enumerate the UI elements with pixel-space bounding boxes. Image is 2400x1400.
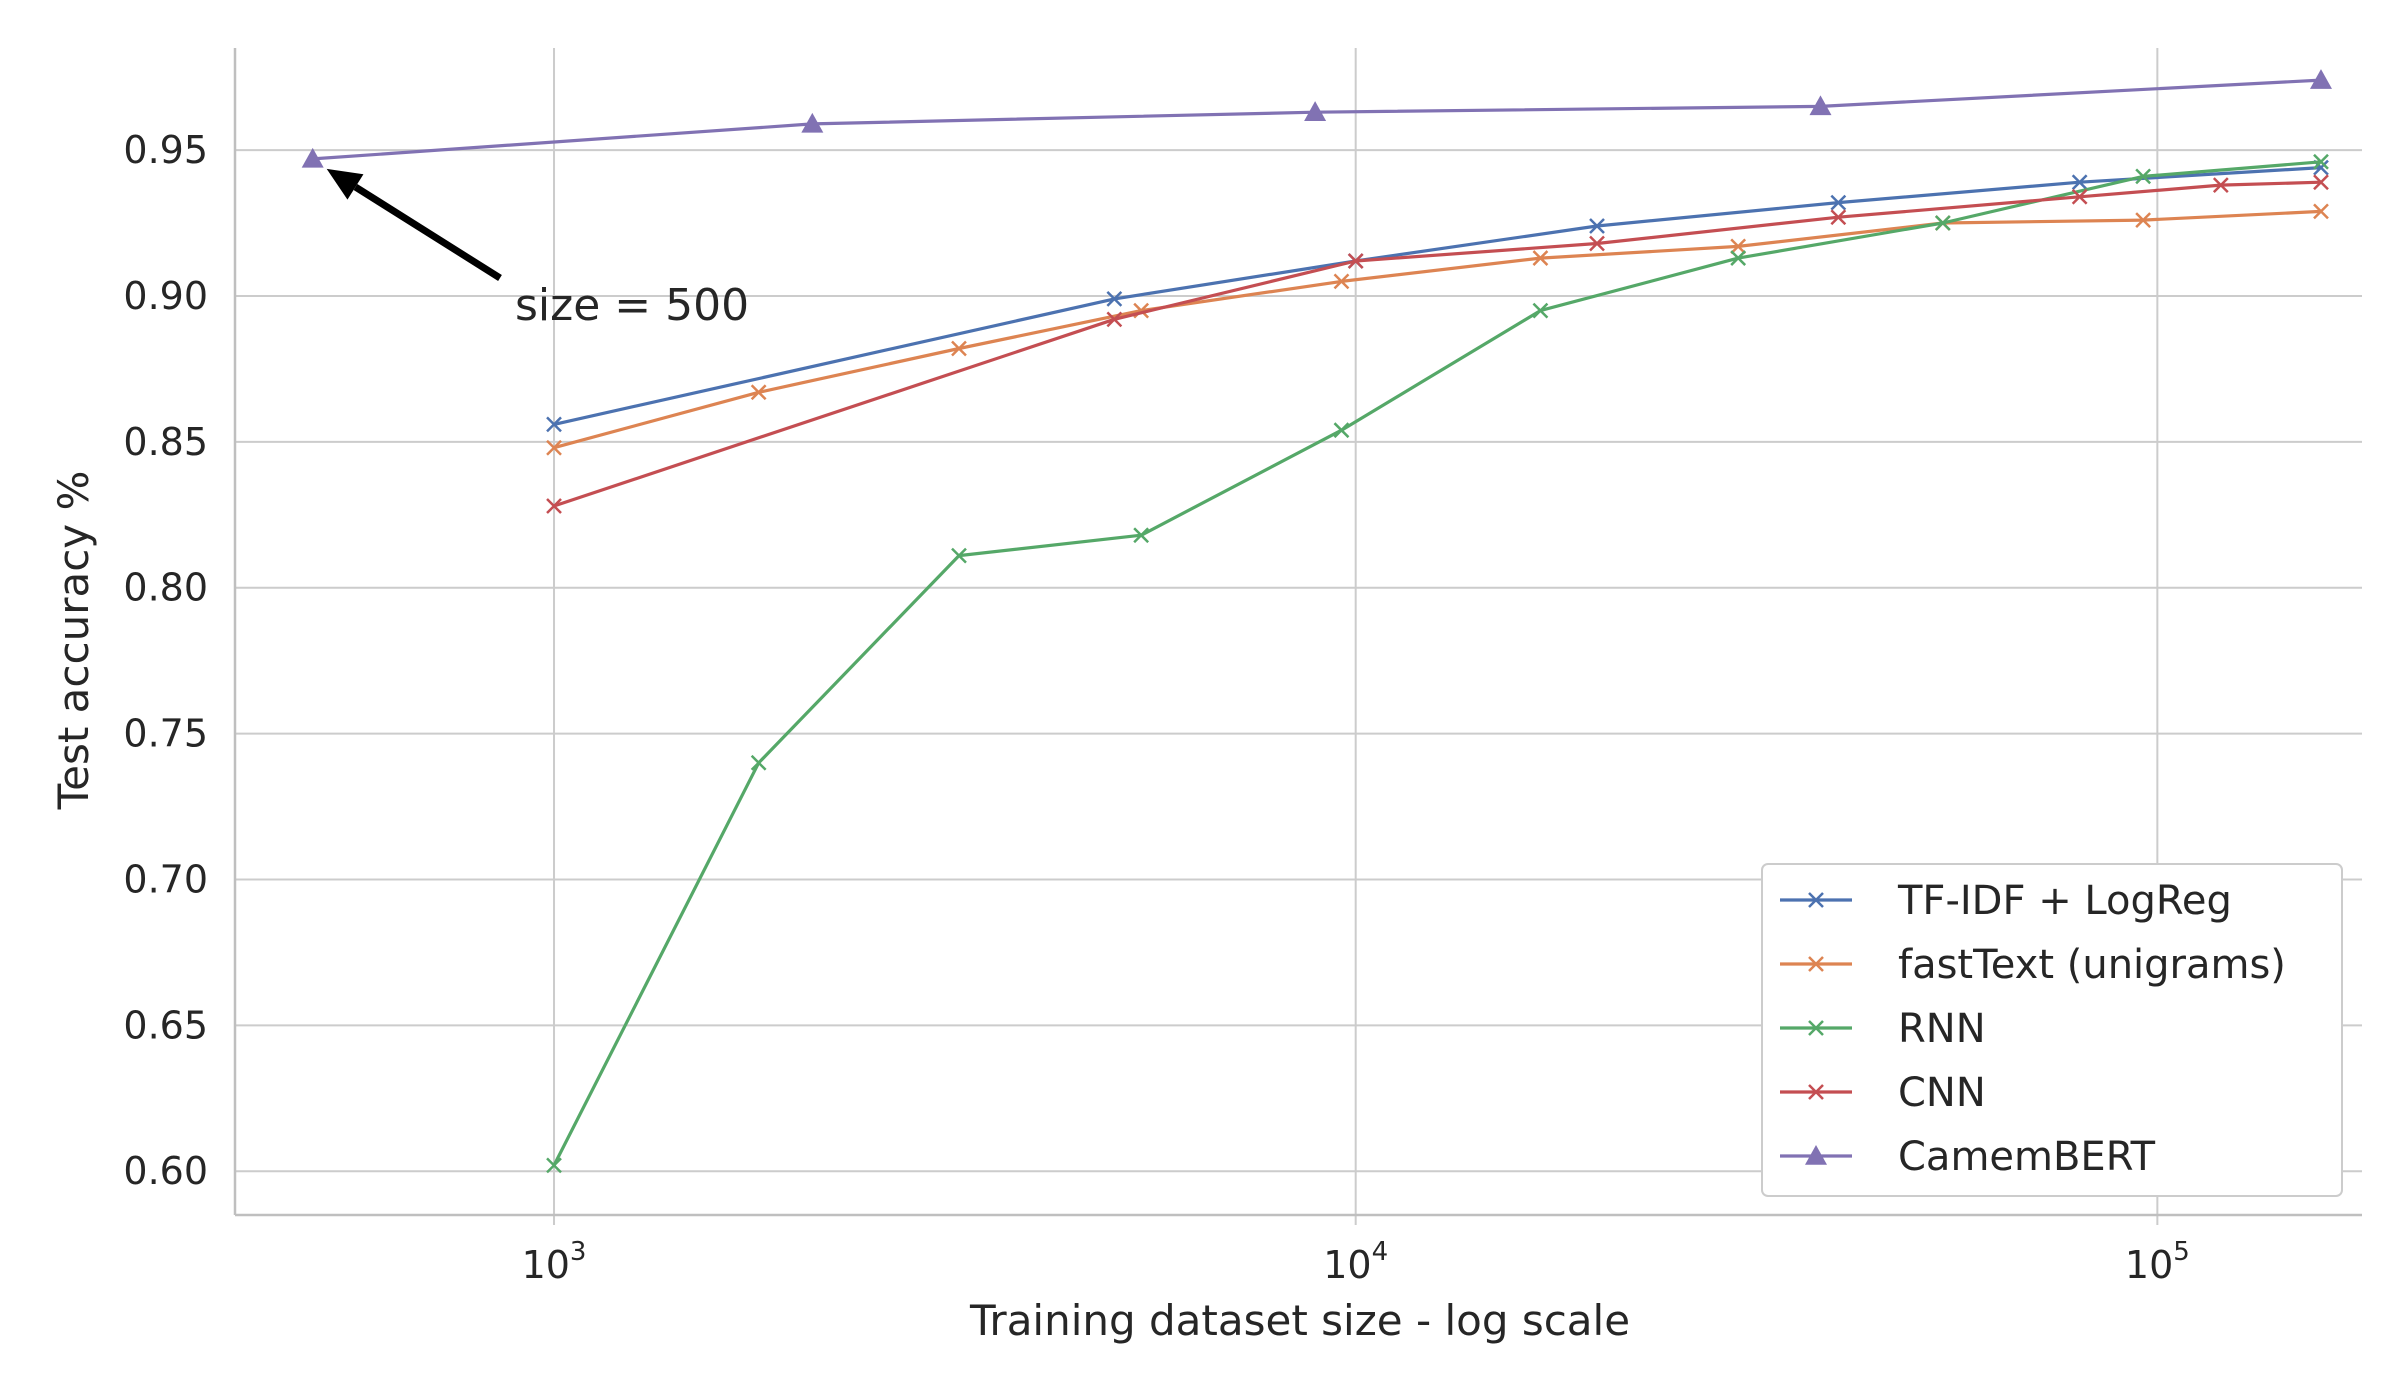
axes bbox=[233, 48, 2362, 1217]
data-point bbox=[1333, 273, 1350, 290]
data-point bbox=[1333, 422, 1350, 439]
x-tick-label: 105 bbox=[2125, 1237, 2190, 1287]
x-tick-label: 103 bbox=[522, 1237, 587, 1287]
data-point bbox=[2212, 177, 2229, 194]
data-point bbox=[546, 1157, 562, 1174]
annotation-group: size = 500 bbox=[326, 168, 749, 331]
data-point bbox=[2071, 174, 2088, 191]
legend-label: CamemBERT bbox=[1898, 1134, 2156, 1180]
annotation-label: size = 500 bbox=[515, 280, 749, 331]
legend-label: RNN bbox=[1898, 1006, 1986, 1052]
data-point bbox=[2309, 69, 2332, 89]
data-point bbox=[546, 416, 562, 433]
x-tick-label: 104 bbox=[1323, 1237, 1388, 1287]
data-point bbox=[2313, 153, 2329, 170]
data-point bbox=[1532, 250, 1549, 266]
series-camembert bbox=[301, 69, 2332, 168]
y-tick-label: 0.85 bbox=[123, 420, 208, 464]
data-point bbox=[2135, 212, 2152, 229]
y-tick-label: 0.75 bbox=[123, 712, 208, 756]
data-point bbox=[1730, 238, 1747, 255]
annotation-arrow-shaft bbox=[353, 184, 502, 281]
legend-label: CNN bbox=[1898, 1070, 1986, 1116]
data-point bbox=[1532, 302, 1549, 319]
data-point bbox=[1106, 291, 1123, 307]
data-point bbox=[546, 498, 562, 514]
legend-entry: CamemBERT bbox=[1780, 1134, 2156, 1180]
data-point bbox=[1934, 215, 1951, 231]
legend-entry: fastText (unigrams) bbox=[1780, 942, 2286, 988]
legend-marker bbox=[1805, 1145, 1827, 1165]
data-point bbox=[546, 439, 562, 456]
data-point bbox=[951, 340, 967, 357]
legend-marker bbox=[1808, 892, 1824, 908]
data-point bbox=[801, 112, 824, 133]
y-tick-label: 0.80 bbox=[123, 566, 208, 610]
legend-marker bbox=[1808, 1084, 1824, 1100]
data-point bbox=[1730, 250, 1747, 266]
y-axis-label: Test accuracy % bbox=[49, 471, 98, 811]
y-tick-label: 0.90 bbox=[123, 274, 208, 318]
data-point bbox=[2313, 174, 2329, 191]
data-point bbox=[750, 754, 767, 771]
legend-label: fastText (unigrams) bbox=[1898, 942, 2286, 988]
data-point bbox=[1133, 527, 1150, 544]
data-point bbox=[301, 147, 324, 168]
y-tick-label: 0.95 bbox=[123, 128, 208, 172]
series-line bbox=[553, 180, 2322, 508]
y-tick-label: 0.70 bbox=[123, 857, 208, 901]
legend-marker bbox=[1808, 956, 1824, 972]
data-point bbox=[1347, 253, 1364, 269]
data-point bbox=[1304, 101, 1327, 121]
y-tick-label: 0.65 bbox=[123, 1003, 208, 1047]
legend-entry: RNN bbox=[1780, 1006, 1986, 1052]
legend-marker bbox=[1808, 1020, 1824, 1036]
legend-box bbox=[1761, 863, 2343, 1197]
data-point bbox=[2135, 168, 2152, 185]
series-group bbox=[301, 69, 2332, 1174]
data-point bbox=[1589, 235, 1605, 252]
tick-labels: 0.60 0.65 0.70 0.75 0.80 0.85 0.90 0.95 103 104 10… bbox=[123, 128, 2189, 1287]
data-point bbox=[1106, 311, 1123, 328]
legend-entry: TF-IDF + LogReg bbox=[1780, 878, 2232, 924]
annotation-arrow-head bbox=[326, 168, 364, 200]
data-point bbox=[951, 547, 967, 564]
y-tick-label: 0.60 bbox=[123, 1149, 208, 1193]
data-point bbox=[2071, 188, 2088, 205]
data-point bbox=[1830, 209, 1847, 226]
series-line bbox=[553, 209, 2322, 450]
data-point bbox=[1830, 194, 1847, 211]
data-point bbox=[750, 384, 767, 401]
legend-entry: CNN bbox=[1780, 1070, 1986, 1116]
x-axis-label: Training dataset size - log scale bbox=[969, 1296, 1630, 1345]
data-point bbox=[2313, 203, 2329, 220]
series-fasttext-unigrams bbox=[546, 203, 2329, 456]
legend: TF-IDF + LogReg fastText (unigrams) RNN CNN… bbox=[1761, 863, 2343, 1197]
data-point bbox=[1809, 95, 1832, 116]
legend-label: TF-IDF + LogReg bbox=[1897, 878, 2232, 924]
series-cnn bbox=[546, 174, 2329, 514]
data-point bbox=[1589, 218, 1605, 234]
